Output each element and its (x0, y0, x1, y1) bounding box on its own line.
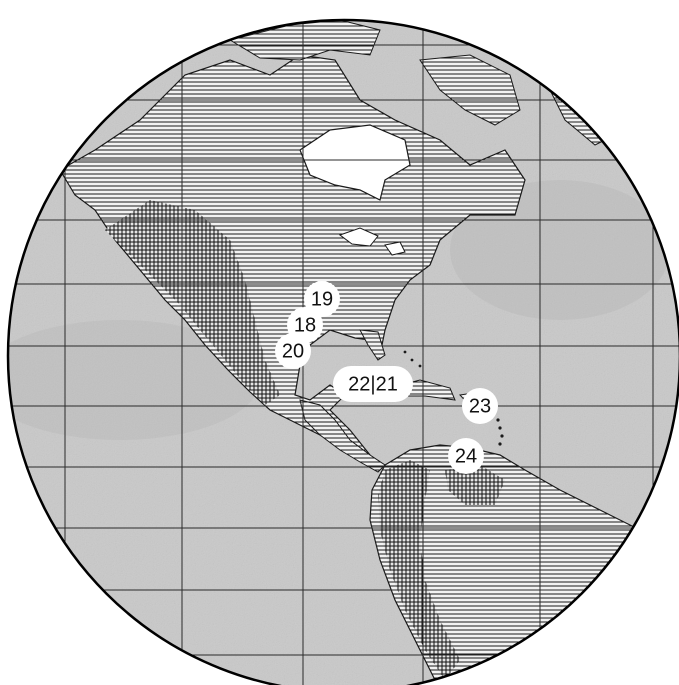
marker-badge (304, 281, 340, 317)
marker-label: 23 (469, 395, 491, 417)
guiana-highlands (445, 465, 505, 505)
marker-23[interactable]: 23 (462, 388, 498, 424)
andes (378, 460, 460, 680)
marker-label: 24 (455, 445, 477, 467)
western-highlands (105, 200, 280, 405)
marker-22-21[interactable]: 22|21 (333, 366, 413, 402)
marker-badge (275, 333, 311, 369)
marker-badge (333, 366, 413, 402)
arctic-islands (228, 20, 381, 61)
marker-label: 18 (294, 314, 316, 336)
baffin-island (419, 54, 521, 126)
marker-20[interactable]: 20 (275, 333, 311, 369)
globe-outline (6, 18, 679, 685)
central-america (299, 399, 386, 473)
marker-24[interactable]: 24 (448, 438, 484, 474)
marker-label: 20 (282, 340, 304, 362)
great-lakes (338, 227, 406, 256)
ocean-shade (8, 320, 260, 440)
marker-19[interactable]: 19 (304, 281, 340, 317)
marker-label: 22|21 (348, 373, 398, 395)
florida (359, 329, 386, 361)
marker-label: 19 (311, 288, 333, 310)
marker-badge (462, 388, 498, 424)
marker-badge (448, 438, 484, 474)
hudson-bay (299, 124, 411, 201)
